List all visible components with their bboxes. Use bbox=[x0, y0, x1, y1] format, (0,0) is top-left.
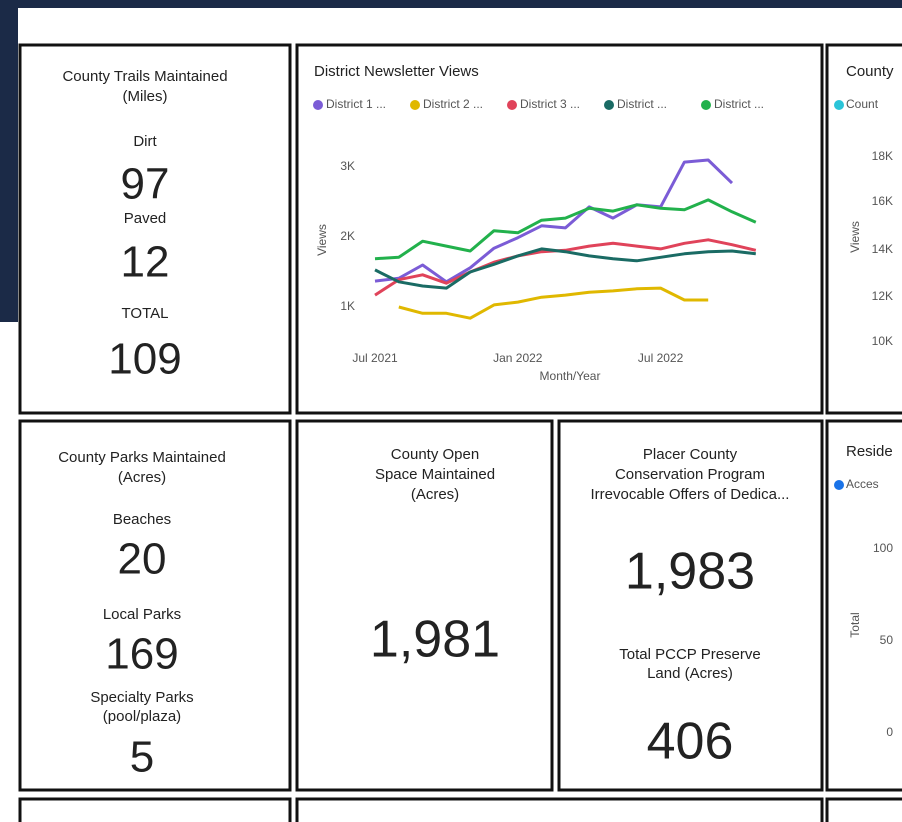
card-value: 20 bbox=[118, 535, 167, 584]
series-line bbox=[374, 158, 734, 284]
card-title: County Parks Maintained bbox=[58, 449, 226, 466]
x-tick-label: Jul 2021 bbox=[352, 351, 398, 365]
y-tick-label: 12K bbox=[872, 289, 893, 303]
y-tick-label: 18K bbox=[872, 149, 893, 163]
y-tick-label: 100 bbox=[873, 541, 893, 555]
legend-label: District 2 ... bbox=[423, 97, 483, 111]
legend-marker bbox=[604, 100, 614, 110]
tile bbox=[295, 419, 554, 792]
chart-title: District Newsletter Views bbox=[314, 63, 479, 80]
legend-marker bbox=[701, 100, 711, 110]
legend-label: District ... bbox=[617, 97, 667, 111]
card-value: 169 bbox=[105, 630, 178, 679]
y-tick-label: 14K bbox=[872, 242, 893, 256]
chart-title: County bbox=[846, 63, 894, 80]
card-title: County Trails Maintained bbox=[62, 68, 227, 85]
card-value: 1,983 bbox=[625, 543, 755, 601]
tile bbox=[18, 797, 292, 822]
card-value: 109 bbox=[108, 335, 181, 384]
y-axis-label: Total bbox=[848, 612, 862, 637]
series-line bbox=[398, 286, 709, 320]
tile bbox=[557, 419, 824, 792]
top-band bbox=[0, 0, 902, 8]
y-tick-label: 16K bbox=[872, 194, 893, 208]
tile bbox=[18, 419, 292, 792]
card-label: (pool/plaza) bbox=[103, 708, 181, 725]
card-title: County Open bbox=[391, 446, 479, 463]
y-tick-label: 2K bbox=[340, 229, 355, 243]
card-value: 1,981 bbox=[370, 611, 500, 669]
card-title: (Miles) bbox=[123, 88, 168, 105]
series-line bbox=[374, 247, 756, 290]
card-label: Beaches bbox=[113, 511, 171, 528]
y-tick-label: 50 bbox=[880, 633, 894, 647]
legend-label: District 3 ... bbox=[520, 97, 580, 111]
series-line bbox=[374, 198, 757, 261]
y-tick-label: 3K bbox=[340, 159, 355, 173]
card-label: Land (Acres) bbox=[647, 665, 733, 682]
y-tick-label: 10K bbox=[872, 334, 893, 348]
y-axis-label: Views bbox=[315, 224, 329, 256]
tile bbox=[825, 797, 902, 822]
side-band bbox=[0, 0, 18, 322]
chart-title: Reside bbox=[846, 443, 893, 460]
legend-marker bbox=[313, 100, 323, 110]
card-title: Irrevocable Offers of Dedica... bbox=[591, 486, 790, 503]
card-value: 12 bbox=[121, 238, 170, 287]
card-title: Conservation Program bbox=[615, 466, 765, 483]
y-axis-label: Views bbox=[848, 221, 862, 253]
card-label: Specialty Parks bbox=[90, 689, 193, 706]
legend-marker bbox=[507, 100, 517, 110]
card-title: Space Maintained bbox=[375, 466, 495, 483]
card-label: Local Parks bbox=[103, 606, 181, 623]
tile bbox=[295, 43, 824, 415]
legend-label: District 1 ... bbox=[326, 97, 386, 111]
x-tick-label: Jan 2022 bbox=[493, 351, 543, 365]
card-label: TOTAL bbox=[122, 305, 169, 322]
legend-label: District ... bbox=[714, 97, 764, 111]
tile bbox=[18, 43, 292, 415]
y-tick-label: 0 bbox=[886, 725, 893, 739]
card-title: Placer County bbox=[643, 446, 738, 463]
legend-marker bbox=[834, 100, 844, 110]
legend-label: Count bbox=[846, 97, 879, 111]
x-tick-label: Jul 2022 bbox=[638, 351, 684, 365]
card-value: 97 bbox=[121, 160, 170, 209]
card-label: Paved bbox=[124, 210, 167, 227]
tile bbox=[295, 797, 824, 822]
legend-label: Acces bbox=[846, 477, 879, 491]
y-tick-label: 1K bbox=[340, 299, 355, 313]
legend-marker bbox=[410, 100, 420, 110]
card-value: 406 bbox=[647, 713, 734, 771]
card-value: 5 bbox=[130, 733, 154, 782]
card-title: (Acres) bbox=[118, 469, 166, 486]
card-label: Dirt bbox=[133, 133, 157, 150]
legend-marker bbox=[834, 480, 844, 490]
tile bbox=[825, 419, 902, 792]
card-label: Total PCCP Preserve bbox=[619, 646, 760, 663]
x-axis-label: Month/Year bbox=[540, 369, 601, 383]
card-title: (Acres) bbox=[411, 486, 459, 503]
